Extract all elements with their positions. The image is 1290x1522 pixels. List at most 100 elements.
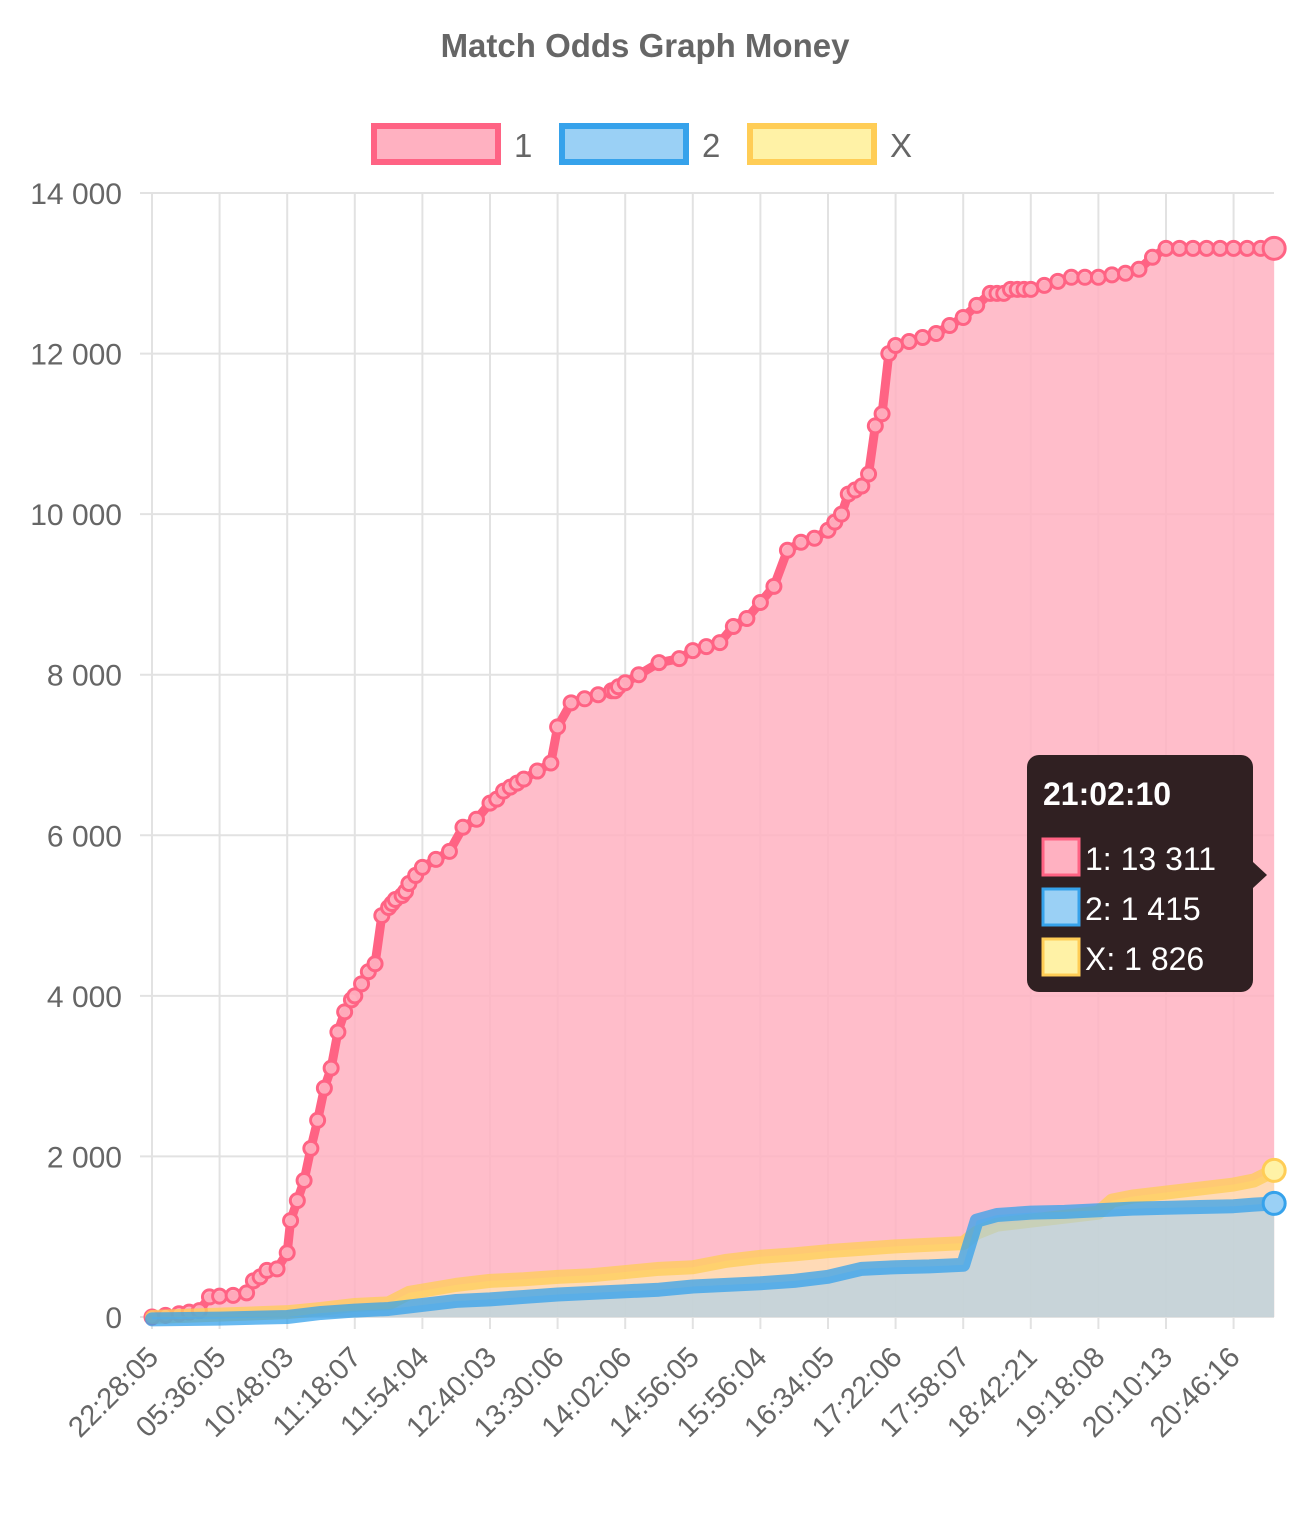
y-tick-label: 10 000 [30, 499, 122, 532]
series-area-2 [152, 1203, 1275, 1320]
data-point [670, 650, 688, 668]
data-point [295, 1172, 313, 1190]
last-point-marker [1261, 235, 1287, 261]
data-point [413, 858, 431, 876]
data-point [765, 577, 783, 595]
data-point [873, 405, 891, 423]
y-tick-label: 0 [105, 1302, 122, 1335]
last-point-marker [1261, 1190, 1287, 1216]
data-point [1062, 268, 1080, 286]
data-point [650, 654, 668, 672]
data-point [302, 1139, 320, 1157]
data-point [562, 694, 580, 712]
data-point [427, 850, 445, 868]
data-point [1103, 266, 1121, 284]
data-point [1049, 272, 1067, 290]
series-line-X [145, 1163, 1282, 1324]
tooltip-value: 1: 13 311 [1085, 841, 1216, 877]
data-point [887, 337, 905, 355]
data-point [282, 1212, 300, 1230]
data-point [515, 770, 533, 788]
data-point [589, 686, 607, 704]
data-point [1198, 239, 1216, 257]
legend-swatch [747, 123, 877, 165]
data-point [833, 505, 851, 523]
data-point [860, 465, 878, 483]
legend-item-X[interactable]: X [747, 123, 912, 165]
data-point [211, 1287, 229, 1305]
data-point [697, 638, 715, 656]
data-point [1171, 239, 1189, 257]
data-point [440, 842, 458, 860]
tooltip-swatch [1041, 887, 1081, 927]
tooltip-value: X: 1 826 [1085, 941, 1204, 977]
data-point [1089, 268, 1107, 286]
data-point [805, 529, 823, 547]
data-point [288, 1192, 306, 1210]
data-point [616, 674, 634, 692]
chart-title: Match Odds Graph Money [441, 27, 851, 64]
data-point [778, 541, 796, 559]
y-tick-label: 14 000 [30, 178, 122, 211]
legend-label: 1 [514, 127, 532, 164]
legend-label: X [890, 127, 912, 164]
data-point [268, 1260, 286, 1278]
data-point [724, 618, 742, 636]
data-point [278, 1244, 296, 1262]
data-point [927, 325, 945, 342]
data-point [1076, 268, 1094, 286]
data-point [1157, 239, 1175, 257]
y-tick-label: 2 000 [47, 1141, 122, 1174]
data-point [630, 666, 648, 684]
tooltip-box [1027, 755, 1253, 992]
data-point [224, 1286, 242, 1304]
y-tick-label: 4 000 [47, 981, 122, 1014]
data-point [329, 1023, 347, 1041]
series-area-1 [152, 248, 1275, 1317]
legend[interactable]: 1 2 X [371, 123, 912, 165]
data-point [454, 818, 472, 836]
data-point [684, 642, 702, 660]
legend-swatch [559, 123, 689, 165]
data-point [366, 955, 384, 973]
data-point [309, 1111, 327, 1129]
data-point [1238, 239, 1256, 257]
data-point [1184, 239, 1202, 257]
data-point [792, 533, 810, 551]
data-point [322, 1059, 340, 1077]
legend-item-1[interactable]: 1 [371, 123, 532, 165]
data-point [968, 296, 986, 314]
tooltip-value: 2: 1 415 [1085, 891, 1201, 927]
tooltip-swatch [1041, 937, 1081, 977]
series-line-2 [145, 1196, 1282, 1327]
y-tick-label: 8 000 [47, 660, 122, 693]
data-point [549, 718, 567, 736]
legend-label: 2 [702, 127, 720, 164]
data-point [576, 690, 594, 708]
y-tick-label: 6 000 [47, 820, 122, 853]
series-layer [143, 235, 1287, 1327]
data-point [542, 754, 560, 772]
data-point [315, 1079, 333, 1097]
data-point [528, 762, 546, 780]
data-point [1143, 248, 1161, 266]
tooltip: 21:02:10 1: 13 311 2: 1 415 X: 1 826 [1027, 755, 1267, 992]
legend-item-2[interactable]: 2 [559, 123, 720, 165]
data-point [1022, 280, 1040, 298]
data-point [1225, 239, 1243, 257]
data-point [467, 810, 485, 828]
tooltip-title: 21:02:10 [1043, 776, 1171, 812]
data-point [1035, 276, 1053, 294]
data-point [954, 308, 972, 326]
data-point [711, 634, 729, 652]
tooltip-swatch [1041, 837, 1081, 877]
last-point-marker [1261, 1157, 1287, 1183]
data-point [1116, 264, 1134, 282]
data-point [900, 333, 918, 351]
data-point [1211, 239, 1229, 257]
legend-swatch [371, 123, 501, 165]
data-point [914, 329, 932, 347]
y-tick-label: 12 000 [30, 339, 122, 372]
data-point [941, 316, 959, 334]
